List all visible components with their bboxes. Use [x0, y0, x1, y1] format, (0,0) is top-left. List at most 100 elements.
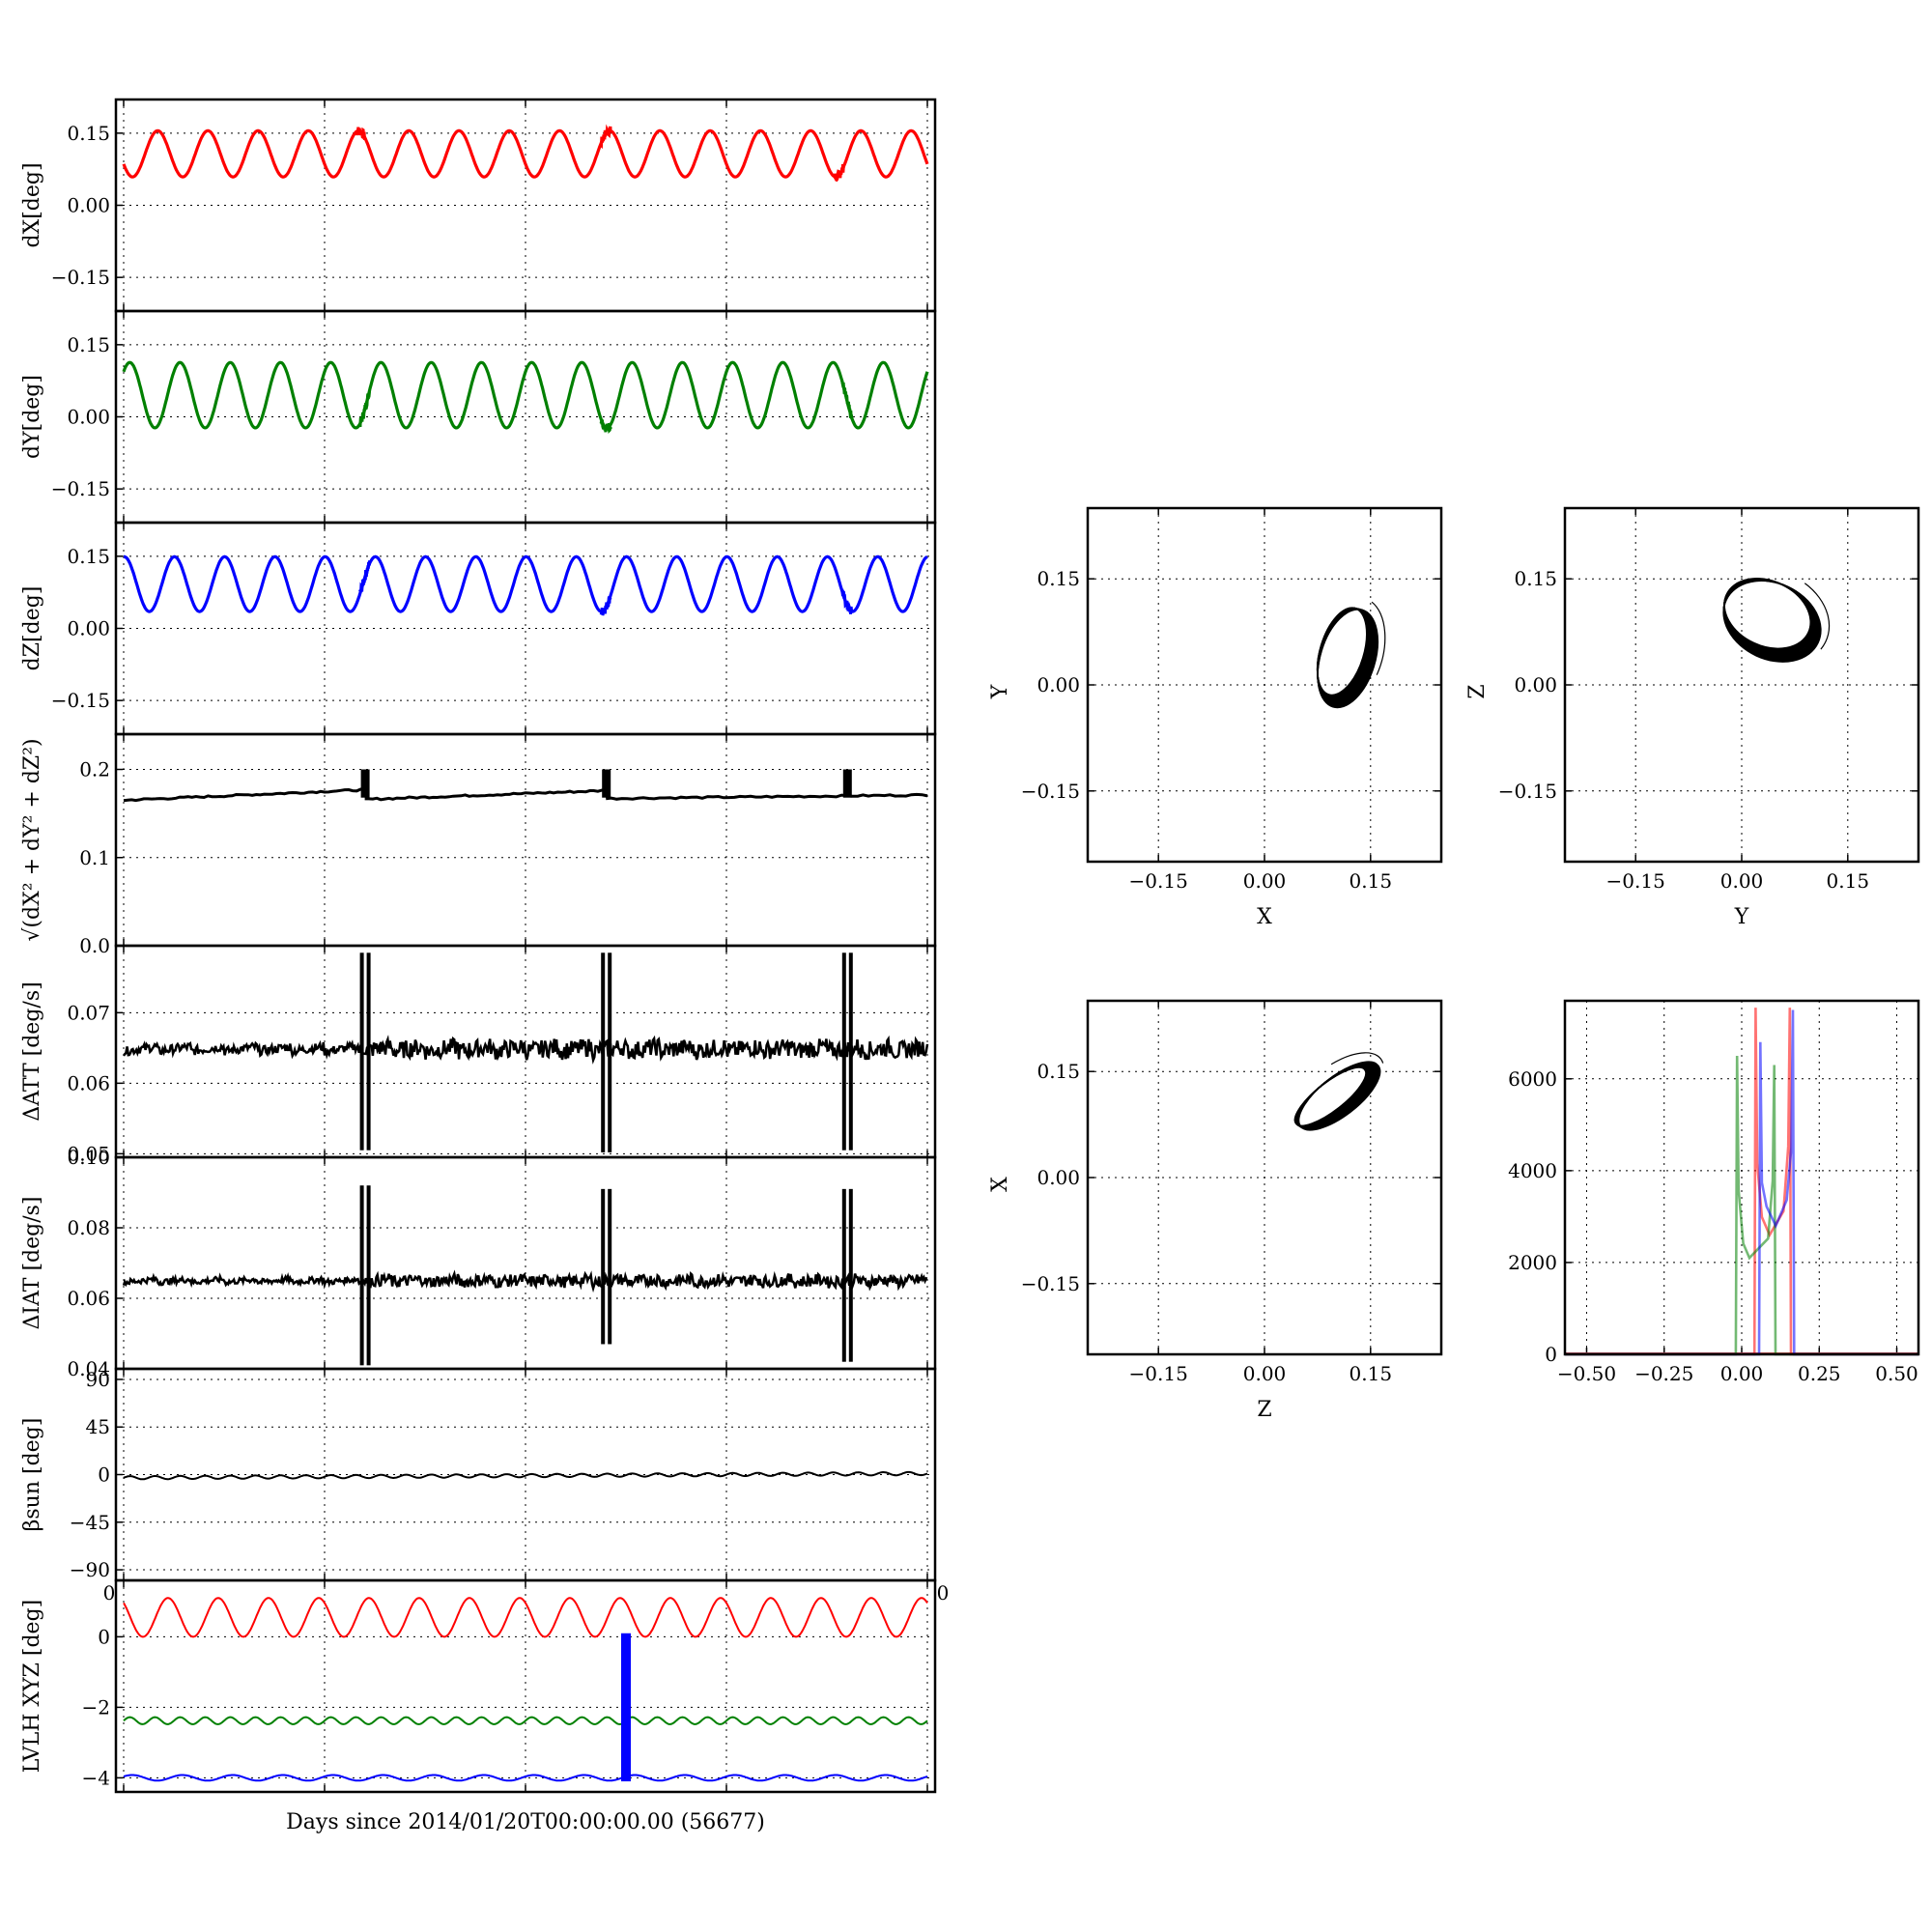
- panel-dY: [114, 309, 937, 525]
- panel-XY: [1086, 506, 1443, 864]
- spike-dATT-0: [359, 952, 364, 1151]
- y-tick-label: 0.0: [79, 934, 110, 957]
- spike-dATT-2: [841, 952, 846, 1151]
- y-tick-label: 0.00: [67, 406, 110, 429]
- y-tick-label: 2000: [1508, 1251, 1557, 1274]
- y-tick-label: 0.00: [1037, 673, 1080, 696]
- panel-dIAT: [114, 1155, 937, 1371]
- disturbance-dY-1: [599, 419, 612, 435]
- x-tick-label: −0.15: [1606, 869, 1665, 893]
- disturbance-dZ-0: [358, 560, 372, 596]
- spike-dATT-2b: [848, 952, 853, 1151]
- y-axis-label: dY[deg]: [20, 375, 44, 459]
- disturbance-dZ-1: [599, 595, 612, 616]
- disturbance-dZ-2: [840, 588, 854, 614]
- y-axis-label: X: [988, 1177, 1012, 1192]
- y-tick-label: −0.15: [51, 477, 110, 500]
- spike-dATT-1b: [608, 952, 612, 1152]
- panel-frame: [1563, 506, 1920, 864]
- y-tick-label: 0.15: [1037, 1060, 1080, 1083]
- y-tick-label: −90: [70, 1558, 110, 1581]
- panel-lvlh: [114, 1578, 937, 1794]
- y-tick-label: 6000: [1508, 1067, 1557, 1091]
- y-tick-label: 0.15: [1514, 567, 1557, 590]
- y-tick-label: −0.15: [1498, 780, 1557, 803]
- spike-dIAT-2: [841, 1188, 846, 1362]
- y-tick-label: −0.15: [1021, 1272, 1080, 1295]
- y-tick-label: −45: [70, 1511, 110, 1534]
- x-axis-label: Z: [1257, 1398, 1271, 1422]
- hist-series-2: [1565, 1009, 1918, 1356]
- x-tick-label: 0.00: [1720, 869, 1764, 893]
- disturbance-dY-0: [358, 390, 372, 428]
- panel-frame: [1563, 999, 1920, 1356]
- x-tick-label: −0.50: [1557, 1362, 1616, 1385]
- disturbance-dY-2: [840, 380, 854, 420]
- y-tick-label: −0.15: [51, 689, 110, 712]
- x-axis-label: Days since 2014/01/20T00:00:00.00 (56677…: [286, 1810, 765, 1834]
- x-axis-label: Y: [1734, 905, 1749, 929]
- norm-segment-0: [123, 787, 365, 803]
- spike-dATT-1: [601, 952, 606, 1152]
- y-axis-label: √(dX² + dY² + dZ²): [20, 738, 44, 941]
- panel-norm: [114, 732, 937, 948]
- series-dIAT: [122, 1269, 928, 1293]
- y-tick-label: 0.2: [79, 758, 110, 781]
- x-tick-label: 0.50: [1875, 1362, 1918, 1385]
- orbit-trace: [1297, 1061, 1381, 1131]
- series-dATT: [122, 1035, 929, 1065]
- x-axis-label: X: [1257, 905, 1272, 929]
- series-lvlh-0: [123, 1597, 928, 1638]
- x-tick-label: 0.25: [1798, 1362, 1841, 1385]
- y-tick-label: 0.08: [67, 1216, 110, 1239]
- panel-frame: [114, 1578, 937, 1794]
- panel-frame: [114, 732, 937, 948]
- panel-dZ: [114, 521, 937, 736]
- y-tick-label: 0.00: [1037, 1166, 1080, 1189]
- orbit-outlier: [1804, 582, 1831, 650]
- y-tick-label: 0.05: [67, 1142, 110, 1165]
- y-tick-label: 0.1: [79, 846, 110, 869]
- y-tick-label: 45: [86, 1415, 110, 1438]
- series-dZ-0: [124, 554, 928, 613]
- panel-dATT: [114, 944, 937, 1159]
- x-tick-label: −0.25: [1634, 1362, 1693, 1385]
- y-axis-label: ΔIAT [deg/s]: [20, 1197, 44, 1330]
- panel-ZX: [1086, 999, 1443, 1356]
- y-tick-label: −0.15: [51, 266, 110, 289]
- norm-spike-1: [602, 769, 611, 798]
- y-axis-label: Y: [988, 684, 1012, 699]
- y-tick-label: 0: [98, 1625, 110, 1648]
- disturbance-dX-1: [600, 124, 612, 150]
- y-tick-label: 0: [98, 1463, 110, 1487]
- y-tick-label: 0.06: [67, 1071, 110, 1094]
- y-tick-label: 0.00: [67, 617, 110, 640]
- y-axis-label: Z: [1465, 684, 1490, 698]
- y-axis-label: LVLH XYZ [deg]: [20, 1600, 44, 1774]
- y-tick-label: −0.15: [1021, 780, 1080, 803]
- x-tick-label: −0.15: [1129, 869, 1188, 893]
- series-lvlh-2: [123, 1774, 928, 1782]
- panel-hist: [1563, 999, 1920, 1356]
- x-tick-label: 0.00: [1243, 869, 1287, 893]
- y-axis-label: dX[deg]: [20, 162, 44, 247]
- spike-dATT-0b: [366, 952, 371, 1151]
- x-tick-stub-left: 0: [103, 1581, 116, 1605]
- norm-segment-2: [606, 792, 928, 801]
- lvlh-bar: [621, 1633, 631, 1782]
- y-tick-label: 0.06: [67, 1287, 110, 1310]
- panel-YZ: [1563, 506, 1920, 864]
- x-tick-stub-right: 0: [937, 1581, 950, 1605]
- y-tick-label: 0.10: [67, 1146, 110, 1169]
- norm-spike-2: [842, 769, 852, 798]
- spike-dIAT-1b: [608, 1188, 612, 1345]
- hist-series-1: [1565, 1055, 1918, 1356]
- y-tick-label: 0.00: [1514, 673, 1557, 696]
- y-tick-label: 0.15: [1037, 567, 1080, 590]
- y-tick-label: 0.15: [67, 333, 110, 356]
- spike-dIAT-0: [359, 1185, 364, 1366]
- orbit-outlier: [1371, 601, 1386, 675]
- x-tick-label: 0.00: [1243, 1362, 1287, 1385]
- panel-frame: [1086, 506, 1443, 864]
- disturbance-dX-2: [833, 163, 845, 183]
